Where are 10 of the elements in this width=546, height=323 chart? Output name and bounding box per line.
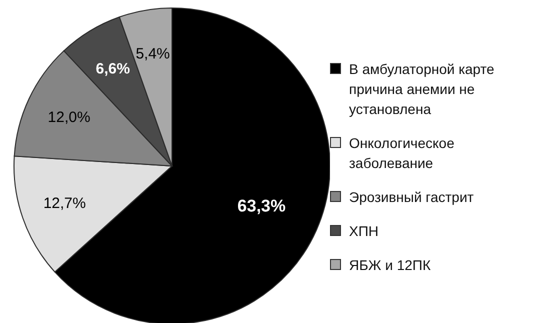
data-label: 12,7%: [43, 195, 86, 212]
data-label: 63,3%: [237, 196, 286, 216]
legend-label: ХПН: [349, 222, 379, 240]
legend-label: Эрозивный гастрит: [349, 188, 474, 206]
legend-label: В амбулаторной карте причина анемии не установлена: [349, 60, 496, 118]
legend-label: Онкологическое заболевание: [349, 134, 456, 172]
legend-label: ЯБЖ и 12ПК: [349, 256, 431, 274]
data-label: 5,4%: [136, 45, 170, 62]
data-label: 6,6%: [96, 60, 130, 78]
data-label: 12,0%: [48, 109, 90, 126]
